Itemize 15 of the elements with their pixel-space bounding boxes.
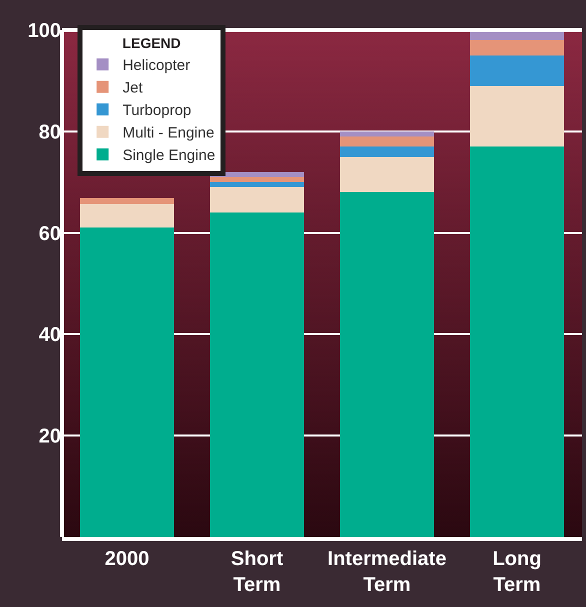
legend-label: Jet — [122, 80, 144, 97]
x-tick-label: Long Term — [492, 548, 542, 596]
y-tick-label: 40 — [38, 324, 61, 346]
y-tick-label: 80 — [38, 121, 61, 144]
legend-label: Helicopter — [122, 57, 190, 74]
x-tick-label: Intermediate Term — [328, 548, 446, 596]
legend-label: Multi - Engine — [122, 124, 214, 142]
y-tick-label: 100 — [28, 20, 61, 42]
legend-title: LEGEND — [122, 35, 181, 52]
legend-label: Turboprop — [122, 102, 192, 120]
x-tick-label: 2000 — [104, 548, 150, 570]
y-tick-label: 60 — [38, 222, 61, 245]
x-tick-label: Short Term — [230, 548, 284, 596]
y-tick-label: 20 — [38, 426, 61, 448]
legend-label: Single Engine — [122, 147, 216, 164]
